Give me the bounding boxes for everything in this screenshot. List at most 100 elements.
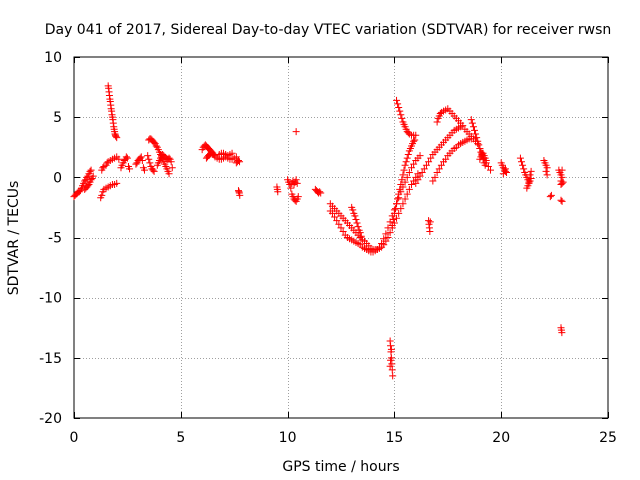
data-point [427, 154, 435, 162]
data-point [333, 217, 341, 225]
data-point [467, 116, 475, 124]
data-point [83, 173, 91, 181]
data-point [482, 156, 490, 164]
data-point [236, 158, 244, 166]
x-tick-label: 10 [279, 430, 297, 446]
data-point [526, 171, 534, 179]
data-point [293, 179, 301, 187]
y-tick-labels: -20 -15 -10 -5 0 5 10 [39, 50, 62, 427]
data-point [400, 166, 408, 174]
data-point [546, 193, 554, 201]
data-point [474, 137, 482, 145]
data-point [499, 170, 507, 178]
data-point [403, 173, 411, 181]
data-point [387, 342, 395, 350]
axis-ticks [74, 57, 609, 419]
data-point [557, 196, 565, 204]
data-point [397, 181, 405, 189]
y-tick-label: 0 [53, 170, 62, 186]
data-point [387, 356, 395, 364]
data-point [405, 185, 413, 193]
data-point [471, 126, 478, 134]
data-point [294, 193, 302, 201]
data-point [558, 173, 566, 181]
x-tick-label: 25 [599, 430, 617, 446]
data-point [123, 154, 131, 162]
data-point [396, 185, 404, 193]
data-point [412, 179, 420, 187]
data-point [420, 165, 428, 173]
data-point [292, 128, 300, 136]
data-point [426, 218, 434, 226]
data-point [399, 171, 407, 179]
data-point [516, 154, 524, 162]
data-point [87, 166, 95, 174]
data-point [349, 206, 357, 214]
data-point [328, 209, 336, 217]
data-point [89, 172, 97, 180]
data-point [357, 232, 365, 240]
data-point [149, 166, 157, 174]
y-tick-label: -15 [39, 351, 62, 367]
data-point [335, 220, 343, 228]
data-point [138, 156, 146, 164]
data-point [527, 175, 535, 183]
data-point [397, 111, 405, 119]
data-point [398, 176, 406, 184]
data-point [403, 190, 411, 198]
data-point [398, 114, 406, 122]
data-point [410, 160, 418, 168]
data-point [112, 132, 120, 140]
data-point [150, 138, 158, 146]
data-point [487, 166, 495, 174]
data-point [403, 154, 411, 162]
data-point [410, 137, 418, 145]
y-tick-label: -20 [39, 411, 62, 427]
data-point [331, 213, 339, 221]
data-point [411, 136, 419, 144]
data-point [388, 221, 396, 229]
data-point [542, 167, 550, 175]
data-point [520, 165, 528, 173]
data-point [317, 189, 325, 197]
data-point [75, 188, 83, 196]
data-point [407, 164, 415, 172]
data-point [87, 176, 95, 184]
data-point [81, 177, 89, 185]
x-tick-label: 0 [70, 430, 79, 446]
data-point [519, 161, 527, 169]
y-tick-label: -5 [48, 231, 62, 247]
data-point [389, 372, 397, 380]
data-point [394, 100, 402, 108]
data-point [168, 164, 176, 172]
data-point [356, 229, 364, 237]
data-point [390, 209, 398, 217]
data-point [393, 214, 401, 222]
data-point [558, 197, 566, 205]
grid-lines [74, 57, 608, 418]
data-point [517, 158, 525, 166]
data-point [402, 158, 410, 166]
data-point [351, 212, 359, 220]
data-point [484, 163, 492, 171]
data-point [228, 149, 236, 157]
x-tick-label: 20 [492, 430, 510, 446]
data-point [316, 188, 324, 196]
data-point [382, 230, 390, 238]
data-point [558, 179, 566, 187]
data-point [354, 223, 362, 231]
data-point [527, 167, 535, 175]
x-tick-label: 5 [176, 430, 185, 446]
data-point [165, 154, 173, 162]
data-point [393, 200, 401, 208]
data-point [393, 96, 401, 104]
plot-frame [73, 56, 609, 419]
data-point [386, 229, 394, 237]
data-point [375, 243, 383, 251]
data-point [401, 195, 409, 203]
data-point [433, 118, 441, 126]
y-tick-label: -10 [39, 291, 62, 307]
data-point [558, 329, 566, 337]
data-point [137, 153, 145, 161]
